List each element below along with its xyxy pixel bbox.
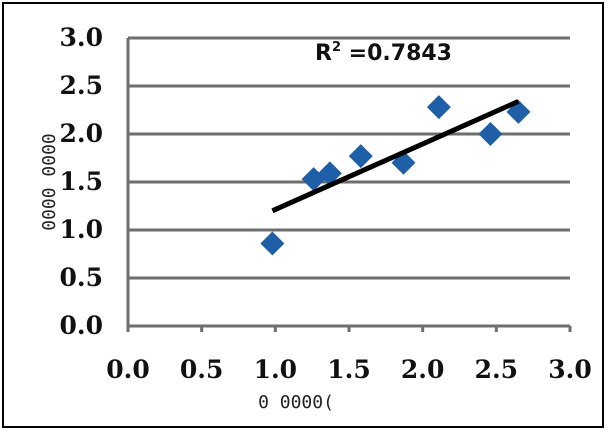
x-tick-label-4: 2.0 — [401, 355, 445, 384]
x-tick-label-3: 1.5 — [327, 355, 371, 384]
data-point-3 — [348, 144, 373, 169]
data-point-2 — [317, 161, 342, 186]
y-tick-label-6: 3.0 — [60, 23, 104, 52]
y-tick-label-3: 1.5 — [60, 167, 104, 196]
x-tick-label-5: 2.5 — [475, 355, 519, 384]
r-squared-annotation: R2 =0.7843 — [315, 40, 452, 66]
x-tick-label-1: 0.5 — [180, 355, 224, 384]
y-tick-label-0: 0.0 — [60, 311, 104, 340]
y-tick-label-2: 1.0 — [60, 215, 104, 244]
x-tick-label-6: 3.0 — [548, 355, 592, 384]
gridlines — [126, 36, 572, 332]
x-tick-label-0: 0.0 — [106, 355, 150, 384]
x-axis-label: 0 0000( — [258, 392, 334, 413]
trendline — [271, 99, 520, 214]
y-axis-label: 0000 0000 — [39, 133, 60, 231]
data-points — [260, 95, 531, 256]
y-tick-label-5: 2.5 — [60, 71, 104, 100]
y-tick-labels: 0.0 0.5 1.0 1.5 2.0 2.5 3.0 — [60, 23, 104, 340]
chart-frame — [2, 2, 604, 428]
data-point-0 — [260, 231, 285, 256]
x-tick-label-2: 1.0 — [254, 355, 298, 384]
data-point-6 — [478, 122, 503, 146]
x-tick-labels: 0.0 0.5 1.0 1.5 2.0 2.5 3.0 — [106, 355, 592, 384]
data-point-5 — [426, 95, 451, 120]
y-tick-label-1: 0.5 — [60, 263, 104, 292]
y-tick-label-4: 2.0 — [60, 119, 104, 148]
